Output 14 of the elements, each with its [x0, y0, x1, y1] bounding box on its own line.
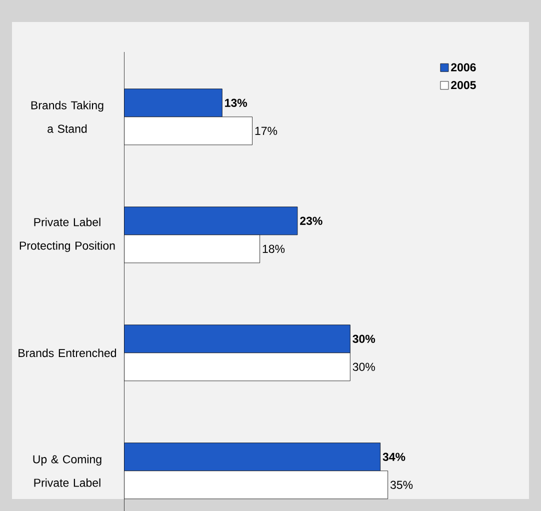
data-label: 17% — [255, 126, 278, 135]
data-label: 30% — [352, 362, 375, 371]
y-tick-label: Brands Entrenched — [18, 348, 116, 358]
data-label: 34% — [382, 452, 406, 461]
category-label: Private Label Protecting Position — [20, 218, 115, 252]
data-label: 13% — [225, 98, 248, 107]
data-label: 18% — [262, 244, 285, 253]
legend-label: 2006 — [451, 63, 476, 72]
data-label: 30% — [352, 334, 376, 343]
data-label: 35% — [390, 480, 413, 489]
y-tick-label: Brands Taking a Stand — [31, 100, 104, 133]
legend-label: 2005 — [451, 81, 476, 90]
data-label: 23% — [300, 216, 322, 225]
y-tick-label: Up & Coming Private Label — [33, 454, 102, 487]
